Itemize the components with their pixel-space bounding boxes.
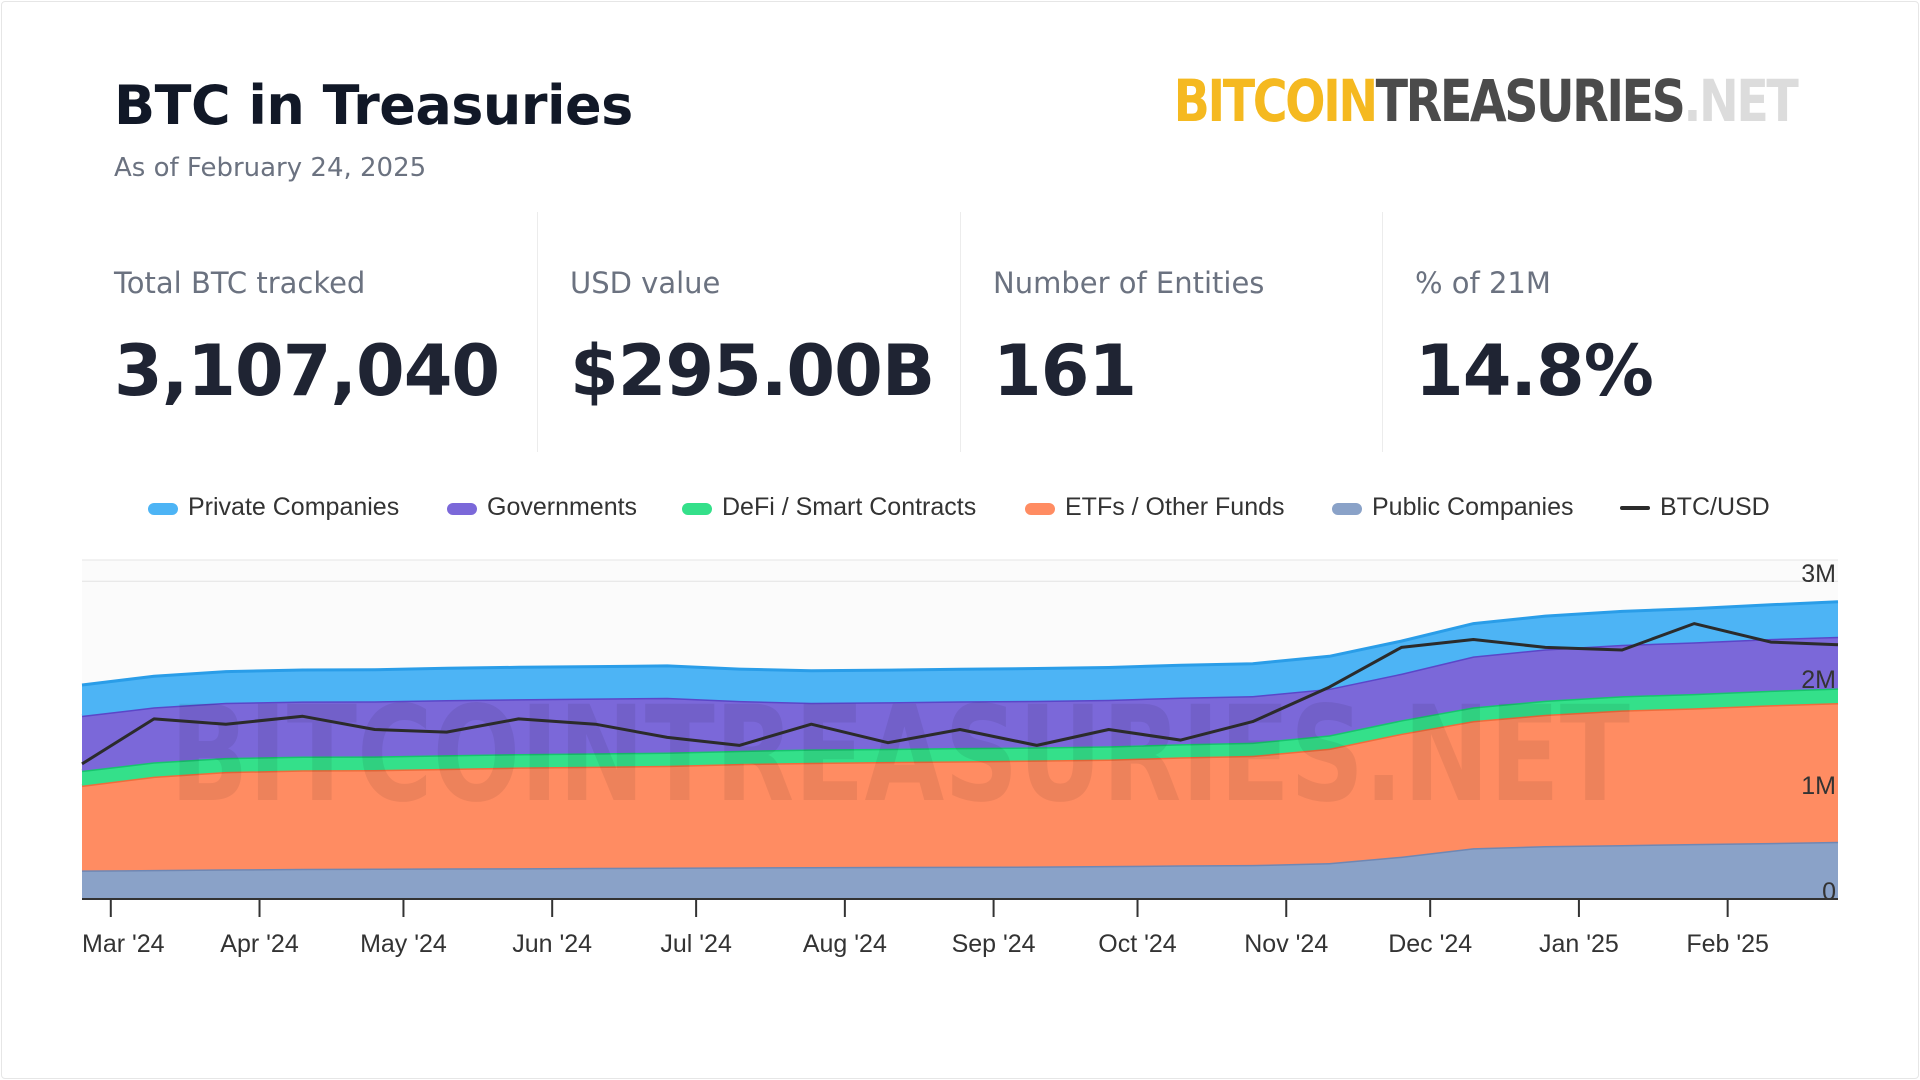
legend-swatch (148, 503, 178, 515)
page-title: BTC in Treasuries (114, 74, 633, 137)
bitcointreasuries-logo[interactable]: BITCOINTREASURIES.NET (1173, 72, 1798, 130)
stats-row: Total BTC tracked 3,107,040 USD value $2… (114, 212, 1804, 452)
stacked-area-chart: BITCOINTREASURIES.NET 0 1M 2M 3M Mar '24 Apr… (81, 559, 1839, 958)
x-tick-label: Dec '24 (1388, 930, 1472, 958)
x-tick-label: Feb '25 (1686, 930, 1769, 958)
btc-usd-line[interactable] (81, 622, 1839, 766)
area-defi-smart-contracts[interactable] (82, 688, 1838, 786)
x-tick-label: Mar '24 (82, 930, 165, 958)
x-axis: Mar '24 Apr '24 May '24 Jun '24 Jul '24 Aug '… (82, 898, 1838, 958)
btc-usd-line-layer (81, 622, 1839, 766)
legend-swatch (1332, 503, 1362, 515)
stat-divider (1382, 212, 1383, 452)
stat-label: % of 21M (1415, 266, 1551, 300)
x-tick-label: Nov '24 (1244, 930, 1328, 958)
legend-label: BTC/USD (1660, 493, 1770, 521)
as-of-date: As of February 24, 2025 (114, 153, 427, 183)
area-series (81, 600, 1839, 899)
area-public-companies[interactable] (82, 841, 1838, 899)
stat-value: $295.00B (570, 330, 935, 412)
stat-value: 14.8% (1415, 330, 1654, 412)
legend-label: DeFi / Smart Contracts (722, 493, 977, 521)
x-tick-label: Jul '24 (660, 930, 732, 958)
y-tick-label: 0 (1822, 878, 1836, 906)
stat-divider (537, 212, 538, 452)
stat-label: Total BTC tracked (114, 266, 366, 300)
stat-label: USD value (570, 266, 721, 300)
x-tick-label: Aug '24 (803, 930, 887, 958)
legend-label: Governments (487, 493, 638, 521)
legend-swatch (447, 503, 477, 515)
x-tick-label: Jan '25 (1539, 930, 1619, 958)
stat-value: 161 (993, 330, 1137, 412)
area-etfs-other-funds[interactable] (82, 703, 1838, 871)
logo-part-bitcoin: BITCOIN (1173, 67, 1377, 135)
legend-label: Public Companies (1372, 493, 1574, 521)
x-tick-label: May '24 (360, 930, 447, 958)
area-private-companies[interactable] (82, 601, 1838, 716)
legend-label: Private Companies (188, 493, 400, 521)
x-tick-label: Apr '24 (220, 930, 299, 958)
y-tick-label: 3M (1801, 560, 1836, 588)
logo-part-net: .NET (1683, 67, 1798, 135)
legend-swatch (682, 503, 712, 515)
logo-part-treasuries: TREASURIES (1375, 67, 1685, 135)
area-edge-private-companies (81, 600, 1839, 687)
stat-divider (960, 212, 961, 452)
legend-label: ETFs / Other Funds (1065, 493, 1285, 521)
y-tick-label: 1M (1801, 772, 1836, 800)
y-tick-label: 2M (1801, 666, 1836, 694)
chart-legend: Private Companies Governments DeFi / Sma… (0, 490, 1920, 526)
x-tick-label: Sep '24 (952, 930, 1036, 958)
stat-value: 3,107,040 (114, 330, 500, 412)
watermark: BITCOINTREASURIES.NET (170, 678, 1630, 832)
x-tick-label: Oct '24 (1098, 930, 1177, 958)
x-tick-label: Jun '24 (512, 930, 592, 958)
stat-label: Number of Entities (993, 266, 1265, 300)
legend-swatch (1620, 506, 1650, 510)
legend-swatch (1025, 503, 1055, 515)
y-axis-ticks: 0 1M 2M 3M (1801, 560, 1836, 906)
area-governments[interactable] (82, 636, 1838, 771)
